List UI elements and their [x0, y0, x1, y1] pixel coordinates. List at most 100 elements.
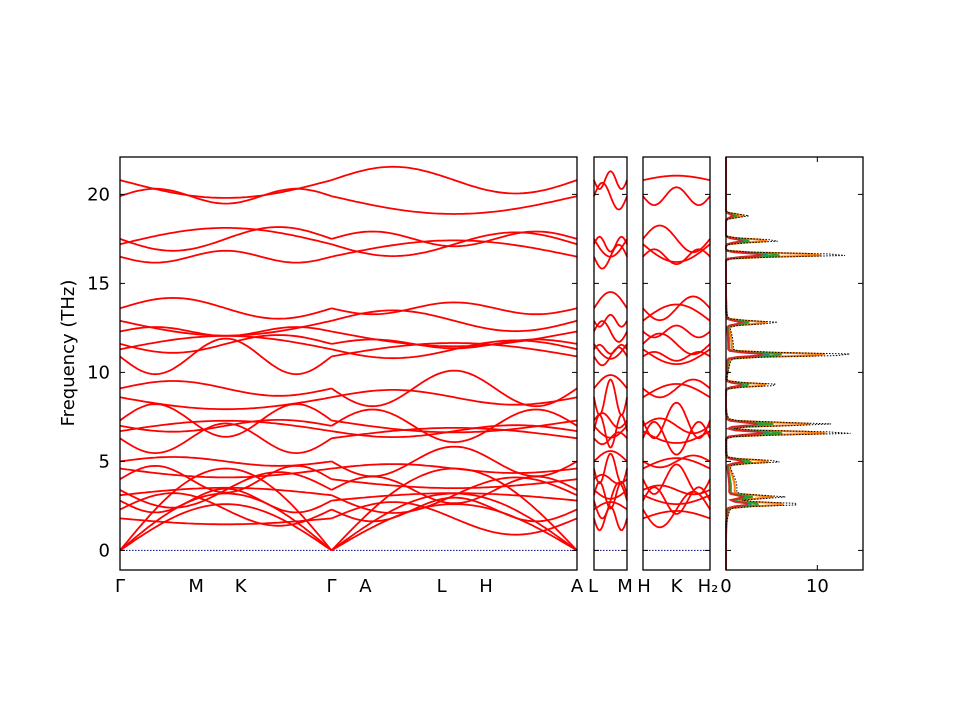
phonon-band	[331, 230, 578, 248]
phonon-band	[642, 486, 711, 515]
dos-x-tick-label: 10	[806, 576, 829, 597]
phonon-band	[331, 496, 578, 523]
phonon-band	[593, 343, 628, 355]
phonon-band	[119, 471, 333, 509]
phonon-band	[642, 401, 711, 440]
phonon-band	[119, 492, 332, 527]
x-tick-label: H₂	[698, 576, 719, 597]
phonon-band	[642, 430, 711, 444]
y-tick-label: 0	[99, 540, 110, 561]
phonon-band	[593, 425, 628, 439]
phonon-band	[642, 348, 711, 365]
phonon-band	[119, 297, 332, 320]
dos-curves	[724, 157, 851, 570]
x-tick-label: K	[235, 576, 248, 597]
phonon-band	[119, 422, 333, 454]
phonon-band	[593, 291, 628, 309]
phonon-band	[331, 330, 578, 348]
phonon-band	[642, 332, 711, 356]
phonon-band	[642, 490, 711, 529]
phonon-band	[119, 419, 332, 433]
y-tick-label: 5	[99, 451, 110, 472]
x-tick-label: L	[588, 576, 598, 597]
band-lines	[119, 165, 711, 552]
phonon-band	[642, 463, 711, 495]
x-tick-label: A	[571, 576, 584, 597]
y-tick-label: 20	[87, 184, 110, 205]
y-tick-label: 10	[87, 362, 110, 383]
phonon-band	[642, 186, 711, 206]
phonon-band	[593, 489, 628, 500]
phonon-band	[593, 412, 628, 429]
y-tick-label: 15	[87, 273, 110, 294]
phonon-band	[593, 343, 628, 360]
phonon-band	[642, 494, 711, 505]
x-tick-label: Γ	[115, 576, 125, 597]
axes-frame-2	[593, 156, 628, 571]
phonon-band	[331, 427, 578, 440]
phonon-band	[119, 467, 332, 479]
phonon-band	[593, 238, 628, 258]
phonon-band	[593, 505, 628, 532]
phonon-band	[119, 179, 332, 199]
phonon-band	[642, 174, 711, 181]
phonon-band	[593, 374, 628, 389]
axes-frame-3	[642, 156, 711, 571]
phonon-band	[119, 396, 332, 411]
phonon-band	[119, 380, 332, 397]
phonon-band	[593, 170, 628, 190]
phonon-band	[119, 226, 332, 252]
phonon-band	[593, 313, 628, 328]
phonon-band	[331, 165, 578, 195]
dos-x-tick-label: 0	[720, 576, 731, 597]
phonon-band	[331, 463, 578, 474]
axes-frame-1	[119, 156, 578, 571]
phonon-band	[642, 421, 711, 456]
phonon-band	[593, 481, 628, 510]
phonon-band	[642, 243, 711, 263]
phonon-band	[642, 248, 711, 265]
phonon-band	[642, 378, 711, 399]
phonon-band	[593, 452, 628, 485]
phonon-band	[331, 231, 578, 257]
x-tick-label: M	[617, 576, 633, 597]
phonon-band	[593, 235, 628, 253]
phonon-band	[642, 457, 711, 470]
x-tick-label: H	[479, 576, 493, 597]
phonon-band	[331, 342, 578, 358]
phonon-band	[331, 195, 578, 215]
phonon-band	[642, 224, 711, 254]
phonon-band	[119, 456, 332, 467]
axes-frames	[119, 156, 864, 571]
phonon-band	[593, 346, 628, 367]
phonon-band	[642, 324, 711, 339]
phonon-band	[331, 424, 578, 438]
phonon-band	[331, 369, 578, 408]
phonon-band	[593, 320, 628, 343]
phonon-band	[593, 181, 628, 211]
phonon-band	[119, 334, 332, 354]
phonon-band	[119, 419, 332, 432]
phonon-band	[642, 417, 711, 435]
phonon-band	[119, 319, 332, 337]
phonon-band	[593, 378, 628, 416]
phonon-band	[331, 492, 578, 502]
x-tick-label: M	[188, 576, 204, 597]
dos-total-curve	[725, 157, 851, 570]
phonon-band	[119, 486, 332, 497]
phonon-band	[119, 503, 333, 552]
phonon-band	[119, 249, 332, 264]
phonon-band	[331, 408, 578, 443]
phonon-band	[331, 478, 578, 489]
phonon-band	[331, 501, 578, 536]
phonon-band	[593, 481, 628, 520]
x-tick-label: K	[671, 576, 684, 597]
phonon-band	[642, 383, 711, 399]
axes-frame-4	[725, 156, 864, 571]
phonon-band	[119, 517, 332, 526]
phonon-band	[331, 503, 578, 552]
phonon-band	[642, 454, 711, 469]
dos-partial-curve-3	[725, 157, 783, 570]
